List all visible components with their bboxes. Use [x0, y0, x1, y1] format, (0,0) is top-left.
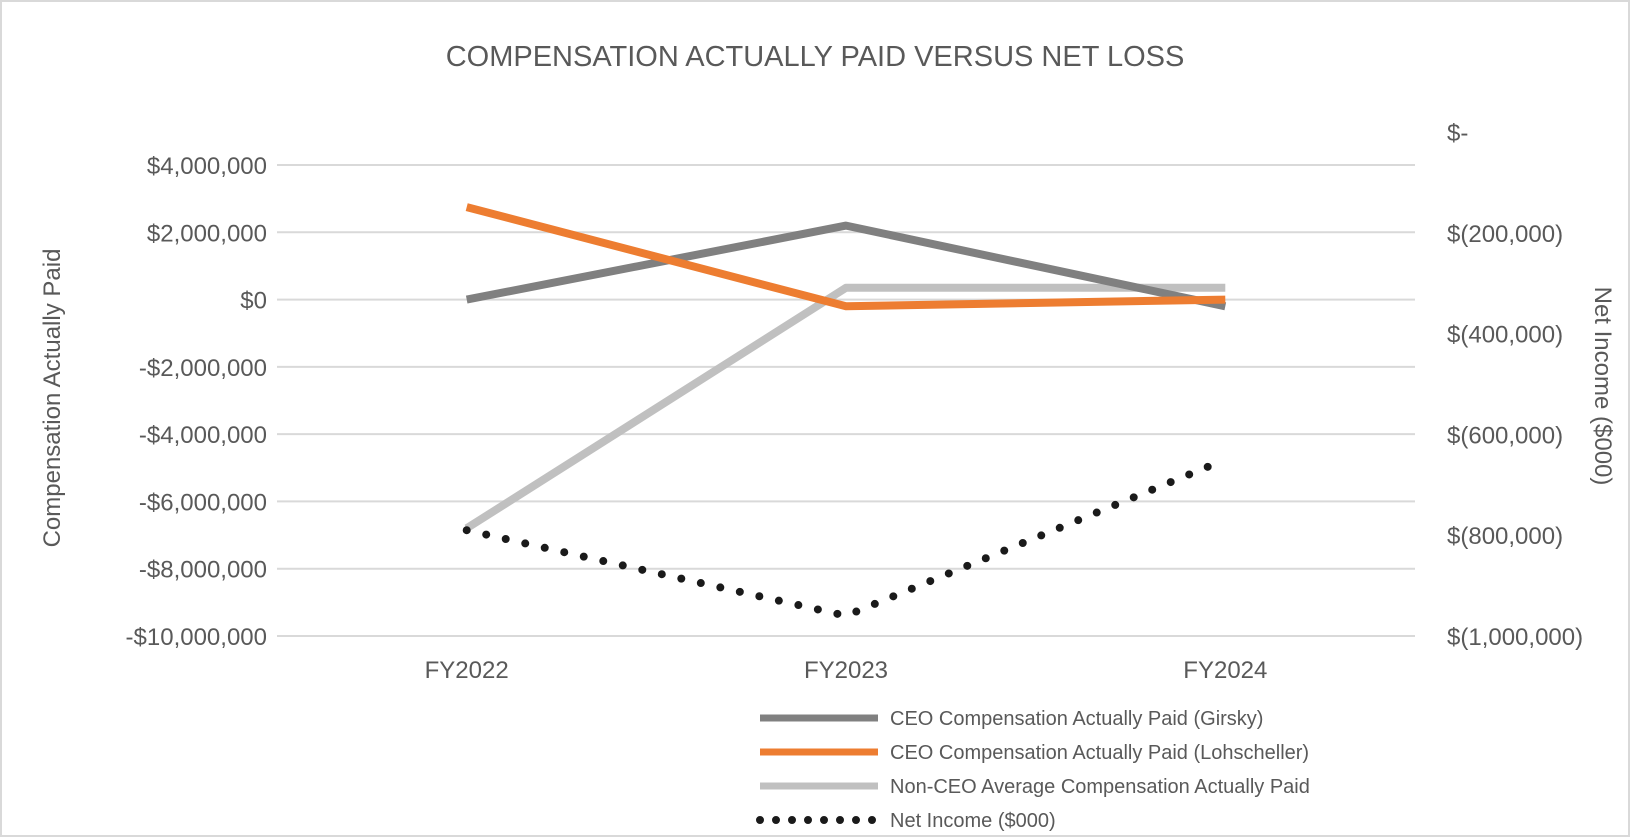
- x-tick-label: FY2023: [804, 657, 888, 684]
- legend-label: CEO Compensation Actually Paid (Girsky): [890, 708, 1263, 730]
- series-lines: [462, 203, 1230, 620]
- y2-tick-label: $(200,000): [1447, 221, 1563, 248]
- y2-tick-label: $(800,000): [1447, 523, 1563, 550]
- series-line-3: [462, 455, 1230, 620]
- y-tick-label: $4,000,000: [147, 153, 267, 180]
- x-axis-ticks: FY2022 FY2023 FY2024: [425, 657, 1268, 684]
- gridlines: [277, 164, 1415, 637]
- left-axis-title: Compensation Actually Paid: [39, 249, 66, 548]
- series-line-2: [464, 283, 1226, 532]
- y-tick-label: -$4,000,000: [139, 422, 267, 449]
- y-tick-label: -$8,000,000: [139, 557, 267, 584]
- y-tick-label: $2,000,000: [147, 220, 267, 247]
- x-tick-label: FY2022: [425, 657, 509, 684]
- right-axis-ticks: $- $(200,000) $(400,000) $(600,000) $(800,00…: [1447, 120, 1583, 651]
- y-tick-label: -$10,000,000: [126, 624, 267, 651]
- y-tick-label: -$2,000,000: [139, 355, 267, 382]
- x-tick-label: FY2024: [1183, 657, 1267, 684]
- y2-tick-label: $(1,000,000): [1447, 624, 1583, 651]
- y-tick-label: -$6,000,000: [139, 489, 267, 516]
- y2-tick-label: $(400,000): [1447, 322, 1563, 349]
- legend-label: CEO Compensation Actually Paid (Lohschel…: [890, 742, 1309, 764]
- legend: CEO Compensation Actually Paid (Girsky) C…: [756, 708, 1310, 832]
- legend-label: Net Income ($000): [890, 810, 1056, 832]
- series-line-1: [465, 203, 1226, 311]
- left-axis-ticks: $4,000,000 $2,000,000 $0 -$2,000,000 -$4,000…: [126, 153, 267, 651]
- series-line-0: [465, 221, 1227, 311]
- y-tick-label: $0: [240, 288, 267, 315]
- chart-title: COMPENSATION ACTUALLY PAID VERSUS NET LO…: [446, 41, 1185, 73]
- right-axis-title: Net Income ($000): [1589, 287, 1616, 486]
- y2-tick-label: $-: [1447, 120, 1468, 147]
- legend-label: Non-CEO Average Compensation Actually Pa…: [890, 776, 1310, 798]
- y2-tick-label: $(600,000): [1447, 422, 1563, 449]
